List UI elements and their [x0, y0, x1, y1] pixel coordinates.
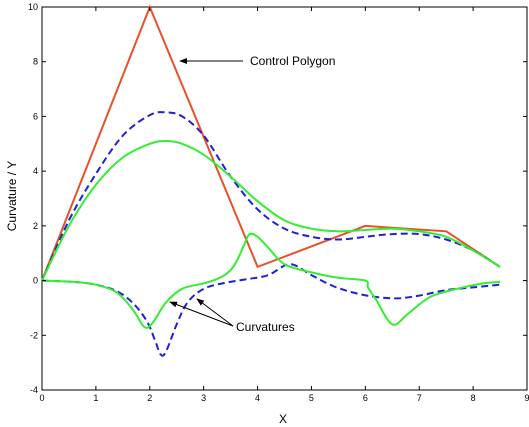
curvatures-arrow-2: [169, 301, 234, 327]
y-tick-label: -4: [30, 385, 38, 395]
upper-dashed-curve: [41, 111, 501, 282]
lower-green-curve: [41, 232, 501, 329]
series-layer: [41, 4, 501, 357]
x-axis-label: X: [279, 412, 287, 426]
plot-frame: [41, 6, 528, 391]
y-tick-label: 10: [28, 2, 38, 12]
x-tick-label: 6: [363, 393, 368, 403]
x-tick-label: 1: [93, 393, 98, 403]
y-tick-label: 6: [33, 111, 38, 121]
x-tick-label: 3: [201, 393, 206, 403]
control-polygon-label: Control Polygon: [250, 54, 335, 68]
x-tick-label: 8: [471, 393, 476, 403]
curvatures-label: Curvatures: [236, 320, 295, 334]
y-tick-label: 8: [33, 57, 38, 67]
lower-dashed-curve: [41, 263, 501, 357]
y-tick-label: 2: [33, 221, 38, 231]
x-tick-label: 9: [524, 393, 529, 403]
plot-area: [41, 6, 528, 391]
annotation-layer: Control Polygon Curvatures: [169, 54, 335, 334]
y-tick-label: 4: [33, 166, 38, 176]
y-tick-label: 0: [33, 276, 38, 286]
control-polygon-line: [41, 4, 501, 281]
upper-green-curve: [41, 139, 501, 282]
y-tick-label: -2: [30, 330, 38, 340]
x-tick-label: 7: [417, 393, 422, 403]
y-axis-label: Curvature / Y: [5, 161, 19, 231]
x-tick-label: 4: [255, 393, 260, 403]
ticks-layer: 0 1 2 3 4 5 6 7 8 9 -4 -2 0 2 4 6 8 10: [28, 2, 529, 403]
x-tick-label: 0: [39, 393, 44, 403]
curvatures-arrow-1: [196, 298, 234, 327]
x-tick-label: 2: [147, 393, 152, 403]
x-tick-label: 5: [309, 393, 314, 403]
